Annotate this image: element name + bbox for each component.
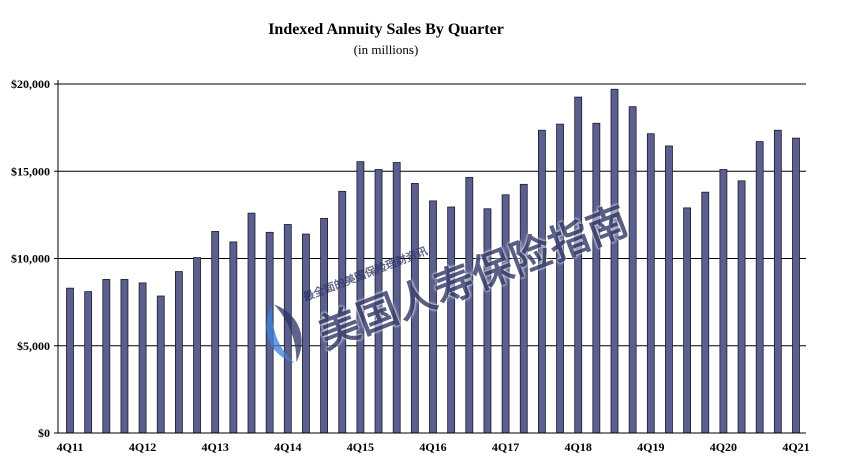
bar	[211, 231, 220, 434]
x-tick-labels: 4Q11 4Q12 4Q13 4Q14 4Q15 4Q16 4Q17 4Q18 4Q19 4Q20…	[57, 440, 810, 454]
bar	[737, 180, 746, 434]
bar	[665, 145, 673, 434]
bar	[483, 208, 492, 434]
bar	[792, 137, 800, 434]
bar	[302, 233, 310, 434]
y-tick-label: $0	[38, 426, 50, 440]
bar	[501, 194, 510, 434]
x-tick-label: 4Q11	[57, 440, 84, 454]
y-tick-labels: $0 $5,000 $10,000 $15,000 $20,000	[11, 77, 50, 440]
bar	[193, 257, 201, 434]
bar	[84, 291, 93, 434]
y-tick-label: $15,000	[11, 164, 50, 178]
bar	[247, 212, 256, 434]
x-tick-label: 4Q20	[710, 440, 737, 454]
bar	[338, 190, 347, 434]
bars	[66, 88, 800, 434]
bar	[773, 129, 782, 434]
bar	[574, 96, 583, 434]
bar	[265, 231, 274, 434]
bar	[410, 183, 419, 434]
bar	[701, 191, 710, 434]
bar	[66, 287, 74, 434]
bar	[538, 129, 546, 434]
bar	[429, 200, 437, 434]
x-tick-label: 4Q13	[202, 440, 229, 454]
bar	[610, 88, 619, 434]
bar	[356, 161, 365, 434]
y-tick-label: $20,000	[11, 77, 50, 91]
chart-title: Indexed Annuity Sales By Quarter	[268, 21, 504, 38]
bar	[229, 241, 238, 434]
bar	[320, 217, 329, 434]
y-tick-label: $10,000	[11, 252, 50, 266]
bar	[719, 169, 728, 434]
bar	[519, 183, 528, 434]
bar	[156, 295, 165, 434]
bar	[683, 207, 691, 434]
bar	[646, 133, 655, 434]
x-tick-label: 4Q16	[419, 440, 446, 454]
bar	[755, 141, 764, 434]
bar	[592, 122, 601, 434]
x-tick-label: 4Q17	[492, 440, 519, 454]
bar	[447, 206, 456, 434]
bar	[138, 282, 147, 434]
axes	[54, 80, 806, 434]
bar	[556, 123, 564, 434]
x-tick-label: 4Q18	[565, 440, 592, 454]
bar	[102, 279, 111, 434]
bar	[120, 279, 129, 434]
x-tick-label: 4Q12	[129, 440, 156, 454]
bar	[374, 169, 383, 434]
bar	[465, 176, 474, 434]
bar	[628, 106, 637, 434]
x-tick-label: 4Q15	[347, 440, 374, 454]
x-tick-label: 4Q19	[637, 440, 664, 454]
y-tick-label: $5,000	[17, 339, 50, 353]
bar	[174, 271, 183, 434]
bar	[283, 224, 292, 434]
bar	[392, 162, 401, 434]
chart-subtitle: (in millions)	[353, 42, 419, 57]
x-tick-label: 4Q14	[274, 440, 301, 454]
x-tick-label: 4Q21	[782, 440, 809, 454]
